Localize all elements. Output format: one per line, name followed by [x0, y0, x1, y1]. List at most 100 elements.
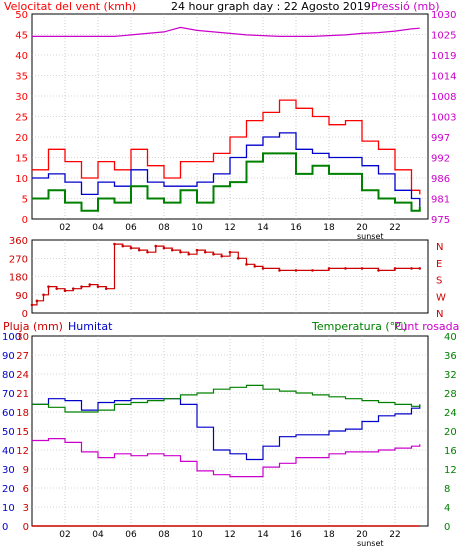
pressure-tick-label: 1025 — [431, 31, 456, 42]
direction-point — [129, 246, 133, 250]
humidity-tick-label: 30 — [2, 465, 15, 476]
direction-point — [294, 269, 298, 272]
time-tick-label: 02 — [59, 530, 70, 540]
direction-point — [418, 267, 422, 270]
direction-point — [63, 289, 67, 292]
direction-point — [47, 285, 50, 288]
direction-point — [393, 267, 397, 270]
temperature-tick-label: 20 — [444, 427, 457, 438]
direction-point — [236, 256, 240, 260]
rain-tick-label: 12 — [16, 446, 29, 457]
direction-point — [146, 250, 149, 254]
humidity-tick-label: 70 — [2, 389, 15, 400]
direction-point — [360, 267, 364, 270]
temperature-tick-label: 0 — [444, 522, 450, 533]
wind-tick-label: 5 — [22, 195, 28, 206]
compass-label: E — [436, 259, 442, 270]
time-tick-label: 20 — [356, 530, 368, 540]
temperature-tick-label: 4 — [444, 503, 450, 514]
pressure-tick-label: 1003 — [431, 113, 456, 124]
time-tick-label: 16 — [290, 530, 302, 540]
compass-label: W — [436, 292, 446, 303]
sunset-label: sunset — [357, 539, 384, 548]
wind-tick-label: 15 — [15, 154, 28, 165]
rain-tick-label: 15 — [16, 427, 29, 438]
wind-avg-line — [32, 132, 421, 207]
temperature-tick-label: 32 — [444, 370, 457, 381]
direction-point — [104, 287, 108, 290]
chart-title: 24 hour graph day : 22 Agosto 2019 — [171, 0, 371, 13]
direction-point — [212, 252, 215, 256]
direction-point — [327, 267, 331, 270]
direction-point — [187, 252, 191, 256]
time-tick-label: 14 — [257, 223, 269, 233]
direction-point — [245, 263, 248, 266]
direction-point — [96, 285, 100, 288]
direction-point — [228, 250, 232, 254]
direction-point — [71, 287, 75, 290]
direction-point — [42, 293, 45, 297]
direction-point — [80, 285, 83, 288]
humidity-tick-label: 100 — [2, 332, 21, 343]
time-tick-label: 12 — [224, 530, 235, 540]
time-tick-label: 10 — [191, 223, 203, 233]
direction-point — [311, 269, 314, 272]
pressure-tick-label: 981 — [431, 195, 450, 206]
direction-point — [220, 254, 224, 258]
temperature-tick-label: 28 — [444, 389, 457, 400]
direction-point — [278, 269, 281, 272]
rain-tick-label: 24 — [16, 370, 29, 381]
pressure-tick-label: 986 — [431, 174, 450, 185]
compass-label: S — [436, 276, 442, 287]
time-tick-label: 06 — [125, 530, 137, 540]
pressure-tick-label: 975 — [431, 215, 450, 226]
direction-point — [179, 250, 182, 254]
rain-axis-title: Pluja (mm) — [3, 320, 63, 333]
wind-tick-label: 25 — [15, 113, 28, 124]
compass-label: N — [436, 309, 443, 320]
rain-tick-label: 0 — [23, 522, 29, 533]
wind-gust-line — [32, 99, 421, 195]
direction-tick-label: 0 — [22, 309, 28, 320]
time-tick-label: 12 — [224, 223, 235, 233]
humidity-tick-label: 20 — [2, 484, 15, 495]
dewpoint-line — [32, 438, 421, 478]
wind-tick-label: 30 — [15, 92, 28, 103]
direction-tick-label: 270 — [9, 254, 28, 265]
direction-point — [113, 242, 116, 246]
humidity-tick-label: 0 — [2, 522, 8, 533]
humidity-tick-label: 50 — [2, 427, 15, 438]
dewpoint-axis-title: Punt rosada — [394, 320, 459, 333]
temperature-tick-label: 36 — [444, 351, 457, 362]
temperature-tick-label: 12 — [444, 465, 457, 476]
time-tick-label: 22 — [389, 223, 400, 233]
direction-point — [30, 303, 34, 307]
pressure-tick-label: 1008 — [431, 92, 456, 103]
temperature-line — [32, 384, 421, 413]
pressure-tick-label: 1030 — [431, 10, 456, 21]
pressure-tick-label: 1019 — [431, 51, 456, 62]
humidity-tick-label: 90 — [2, 351, 15, 362]
temperature-tick-label: 24 — [444, 408, 457, 419]
rain-tick-label: 6 — [23, 484, 29, 495]
direction-point — [410, 267, 413, 270]
time-tick-label: 22 — [389, 530, 400, 540]
direction-point — [203, 250, 207, 254]
rain-tick-label: 27 — [16, 351, 29, 362]
direction-tick-label: 90 — [15, 291, 28, 302]
direction-point — [253, 265, 257, 268]
sunset-label: sunset — [357, 232, 384, 241]
rain-tick-label: 21 — [16, 389, 29, 400]
rain-tick-label: 9 — [23, 465, 29, 476]
rain-tick-label: 18 — [16, 408, 29, 419]
temperature-tick-label: 40 — [444, 332, 457, 343]
rain-tick-label: 3 — [23, 503, 29, 514]
time-tick-label: 08 — [158, 530, 170, 540]
pressure-line — [32, 26, 420, 37]
compass-label: N — [436, 242, 443, 253]
direction-point — [121, 244, 125, 248]
direction-point — [170, 248, 174, 252]
time-tick-label: 04 — [92, 530, 104, 540]
humidity-axis-title: Humitat — [68, 320, 113, 333]
